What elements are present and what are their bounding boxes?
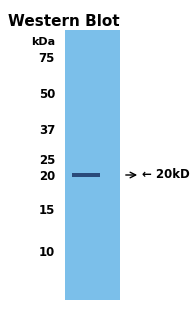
Bar	[72, 173, 100, 177]
Text: 25: 25	[39, 154, 55, 167]
Text: 20: 20	[39, 170, 55, 183]
Text: 50: 50	[39, 88, 55, 101]
Text: 75: 75	[39, 52, 55, 65]
Text: Western Blot: Western Blot	[8, 14, 120, 29]
Text: ← 20kDa: ← 20kDa	[142, 168, 190, 181]
Text: 15: 15	[39, 204, 55, 217]
Bar	[65, 30, 120, 300]
Text: 10: 10	[39, 245, 55, 259]
Text: 37: 37	[39, 124, 55, 137]
Text: kDa: kDa	[31, 37, 55, 47]
